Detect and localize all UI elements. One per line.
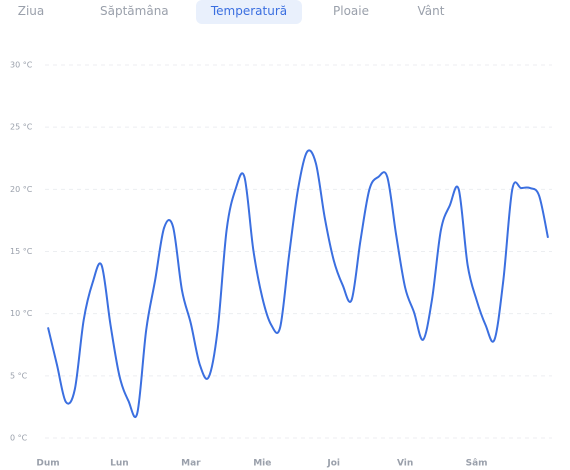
x-tick-label: Sâm [466, 459, 488, 469]
y-tick-label: 0 °C [10, 434, 28, 443]
tab[interactable]: Temperatură [196, 0, 302, 24]
tab[interactable]: Săptămâna [100, 4, 169, 18]
tab[interactable]: Ziua [17, 4, 45, 18]
x-tick-label: Vin [397, 459, 413, 469]
tab[interactable]: Ploaie [333, 4, 369, 18]
x-tick-label: Lun [110, 459, 129, 469]
y-tick-label: 5 °C [10, 371, 28, 380]
y-tick-label: 20 °C [10, 185, 33, 194]
x-tick-label: Mie [253, 459, 271, 469]
line [47, 149, 549, 419]
x-tick-label: Mar [181, 459, 201, 469]
y-tick-label: 30 °C [10, 61, 33, 70]
x-tick-label: Dum [36, 459, 59, 469]
tab-bar: Ziua Săptămâna Temperatură Ploaie Vânt [0, 0, 570, 24]
y-tick-label: 15 °C [10, 247, 33, 256]
x-tick-label: Joi [326, 459, 340, 469]
tab[interactable]: Vânt [417, 4, 445, 18]
y-tick-label: 10 °C [10, 309, 33, 318]
y-tick-label: 25 °C [10, 123, 33, 132]
